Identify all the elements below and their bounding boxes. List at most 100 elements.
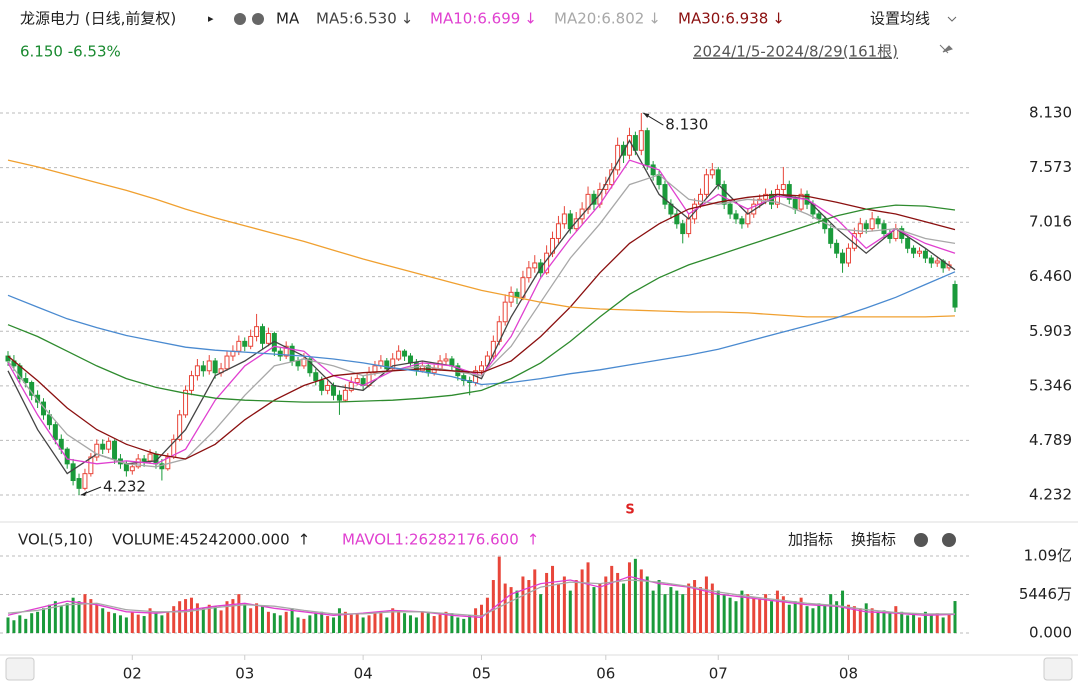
mavol-trend: ↑ bbox=[527, 531, 540, 549]
pin-icon[interactable] bbox=[939, 44, 953, 54]
add-indicator[interactable]: 加指标 bbox=[788, 531, 833, 549]
volume-bar bbox=[687, 583, 691, 633]
candle-body bbox=[680, 223, 686, 235]
candle-body bbox=[224, 355, 230, 370]
volume-bar bbox=[521, 576, 525, 633]
volume-bar bbox=[118, 615, 122, 633]
volume-bar bbox=[432, 616, 436, 633]
menu-arrow[interactable]: ▸ bbox=[208, 12, 214, 25]
y-tick-label: 7.016 bbox=[1029, 213, 1072, 231]
volume-bar bbox=[249, 608, 253, 633]
y-tick-label: 4.789 bbox=[1029, 431, 1072, 449]
volume-bar bbox=[935, 613, 939, 633]
candle-body bbox=[786, 184, 792, 200]
candle-body bbox=[780, 184, 786, 190]
volume-bar bbox=[426, 613, 430, 633]
volume-bar bbox=[456, 617, 460, 633]
candle-body bbox=[934, 260, 940, 264]
date-range[interactable]: 2024/1/5-2024/8/29(161根) bbox=[693, 43, 898, 61]
volume-bar bbox=[598, 583, 602, 633]
candle-body bbox=[331, 384, 337, 396]
scroll-right[interactable] bbox=[1043, 657, 1073, 681]
volume-bar bbox=[124, 617, 128, 633]
volume-bar bbox=[130, 611, 134, 633]
vol-close-icon[interactable] bbox=[942, 533, 956, 547]
close-icon[interactable] bbox=[252, 13, 264, 25]
vol-title: VOL(5,10) bbox=[18, 531, 93, 549]
volume-bar bbox=[474, 608, 478, 633]
candle-body bbox=[952, 284, 958, 308]
event-marker[interactable]: S bbox=[625, 503, 634, 518]
candle-body bbox=[106, 440, 112, 450]
x-tick-label: 08 bbox=[839, 665, 858, 683]
volume-bar bbox=[734, 601, 738, 633]
volume-bar bbox=[817, 603, 821, 633]
volume-bar bbox=[12, 620, 16, 633]
candle-body bbox=[739, 218, 745, 225]
volume-bar bbox=[65, 603, 69, 633]
dropdown-icon[interactable] bbox=[947, 16, 957, 22]
volume-bar bbox=[355, 613, 359, 633]
ma-line bbox=[7, 174, 956, 468]
legend-entry: MA20:6.802 bbox=[554, 10, 644, 28]
volume-bar bbox=[681, 594, 685, 633]
volume-bar bbox=[243, 604, 247, 633]
gear-icon[interactable] bbox=[234, 13, 246, 25]
volume-bar bbox=[308, 615, 312, 633]
volume-bar bbox=[568, 590, 572, 633]
volume-bar bbox=[468, 615, 472, 633]
volume-bar bbox=[444, 611, 448, 633]
volume-bar bbox=[610, 565, 614, 633]
volume-bar bbox=[337, 608, 341, 633]
candle-body bbox=[733, 213, 739, 220]
mavol-legend: MAVOL1:26282176.600 bbox=[342, 531, 519, 549]
y-tick-label: 5.903 bbox=[1029, 322, 1072, 340]
volume-bar bbox=[551, 565, 555, 633]
volume-bar bbox=[651, 590, 655, 633]
candle-body bbox=[123, 463, 129, 472]
volume-bar bbox=[284, 611, 288, 633]
vol-gear-icon[interactable] bbox=[914, 533, 928, 547]
candle-body bbox=[721, 184, 727, 205]
volume-bar bbox=[846, 604, 850, 633]
volume-bar bbox=[835, 601, 839, 633]
legend-entry: MA10:6.699 bbox=[430, 10, 520, 28]
volume-bar bbox=[278, 615, 282, 633]
candle-body bbox=[851, 233, 857, 249]
scroll-left[interactable] bbox=[5, 657, 35, 681]
switch-indicator[interactable]: 换指标 bbox=[851, 531, 896, 549]
candle-body bbox=[277, 350, 283, 357]
candle-body bbox=[644, 130, 650, 166]
volume-bar bbox=[669, 587, 673, 633]
volume-bar bbox=[527, 580, 531, 633]
y-tick-label: 4.232 bbox=[1029, 486, 1072, 504]
volume-bar bbox=[888, 613, 892, 633]
volume-bar bbox=[586, 562, 590, 633]
volume-bar bbox=[515, 590, 519, 633]
x-tick-label: 06 bbox=[596, 665, 615, 683]
candle-body bbox=[313, 372, 319, 382]
volume-bar bbox=[42, 608, 46, 633]
volume-bar bbox=[136, 614, 140, 633]
candle-body bbox=[798, 193, 804, 210]
candle-body bbox=[922, 250, 928, 259]
volume-bar bbox=[764, 594, 768, 633]
stock-title: 龙源电力 (日线,前复权) bbox=[20, 10, 176, 28]
ma-settings[interactable]: 设置均线 bbox=[870, 10, 930, 28]
volume-bar bbox=[59, 606, 63, 633]
volume-bar bbox=[710, 583, 714, 633]
candle-body bbox=[911, 247, 917, 254]
candle-body bbox=[845, 247, 851, 264]
candle-body bbox=[390, 358, 396, 370]
volume-bar bbox=[509, 587, 513, 633]
volume-bar bbox=[213, 606, 217, 633]
candle-body bbox=[188, 375, 194, 391]
candle-body bbox=[579, 208, 585, 220]
candle-body bbox=[449, 358, 455, 367]
ma-line bbox=[7, 204, 956, 403]
x-tick-label: 04 bbox=[354, 665, 373, 683]
volume-bar bbox=[343, 611, 347, 633]
volume-bar bbox=[663, 594, 667, 633]
candle-body bbox=[810, 203, 816, 215]
